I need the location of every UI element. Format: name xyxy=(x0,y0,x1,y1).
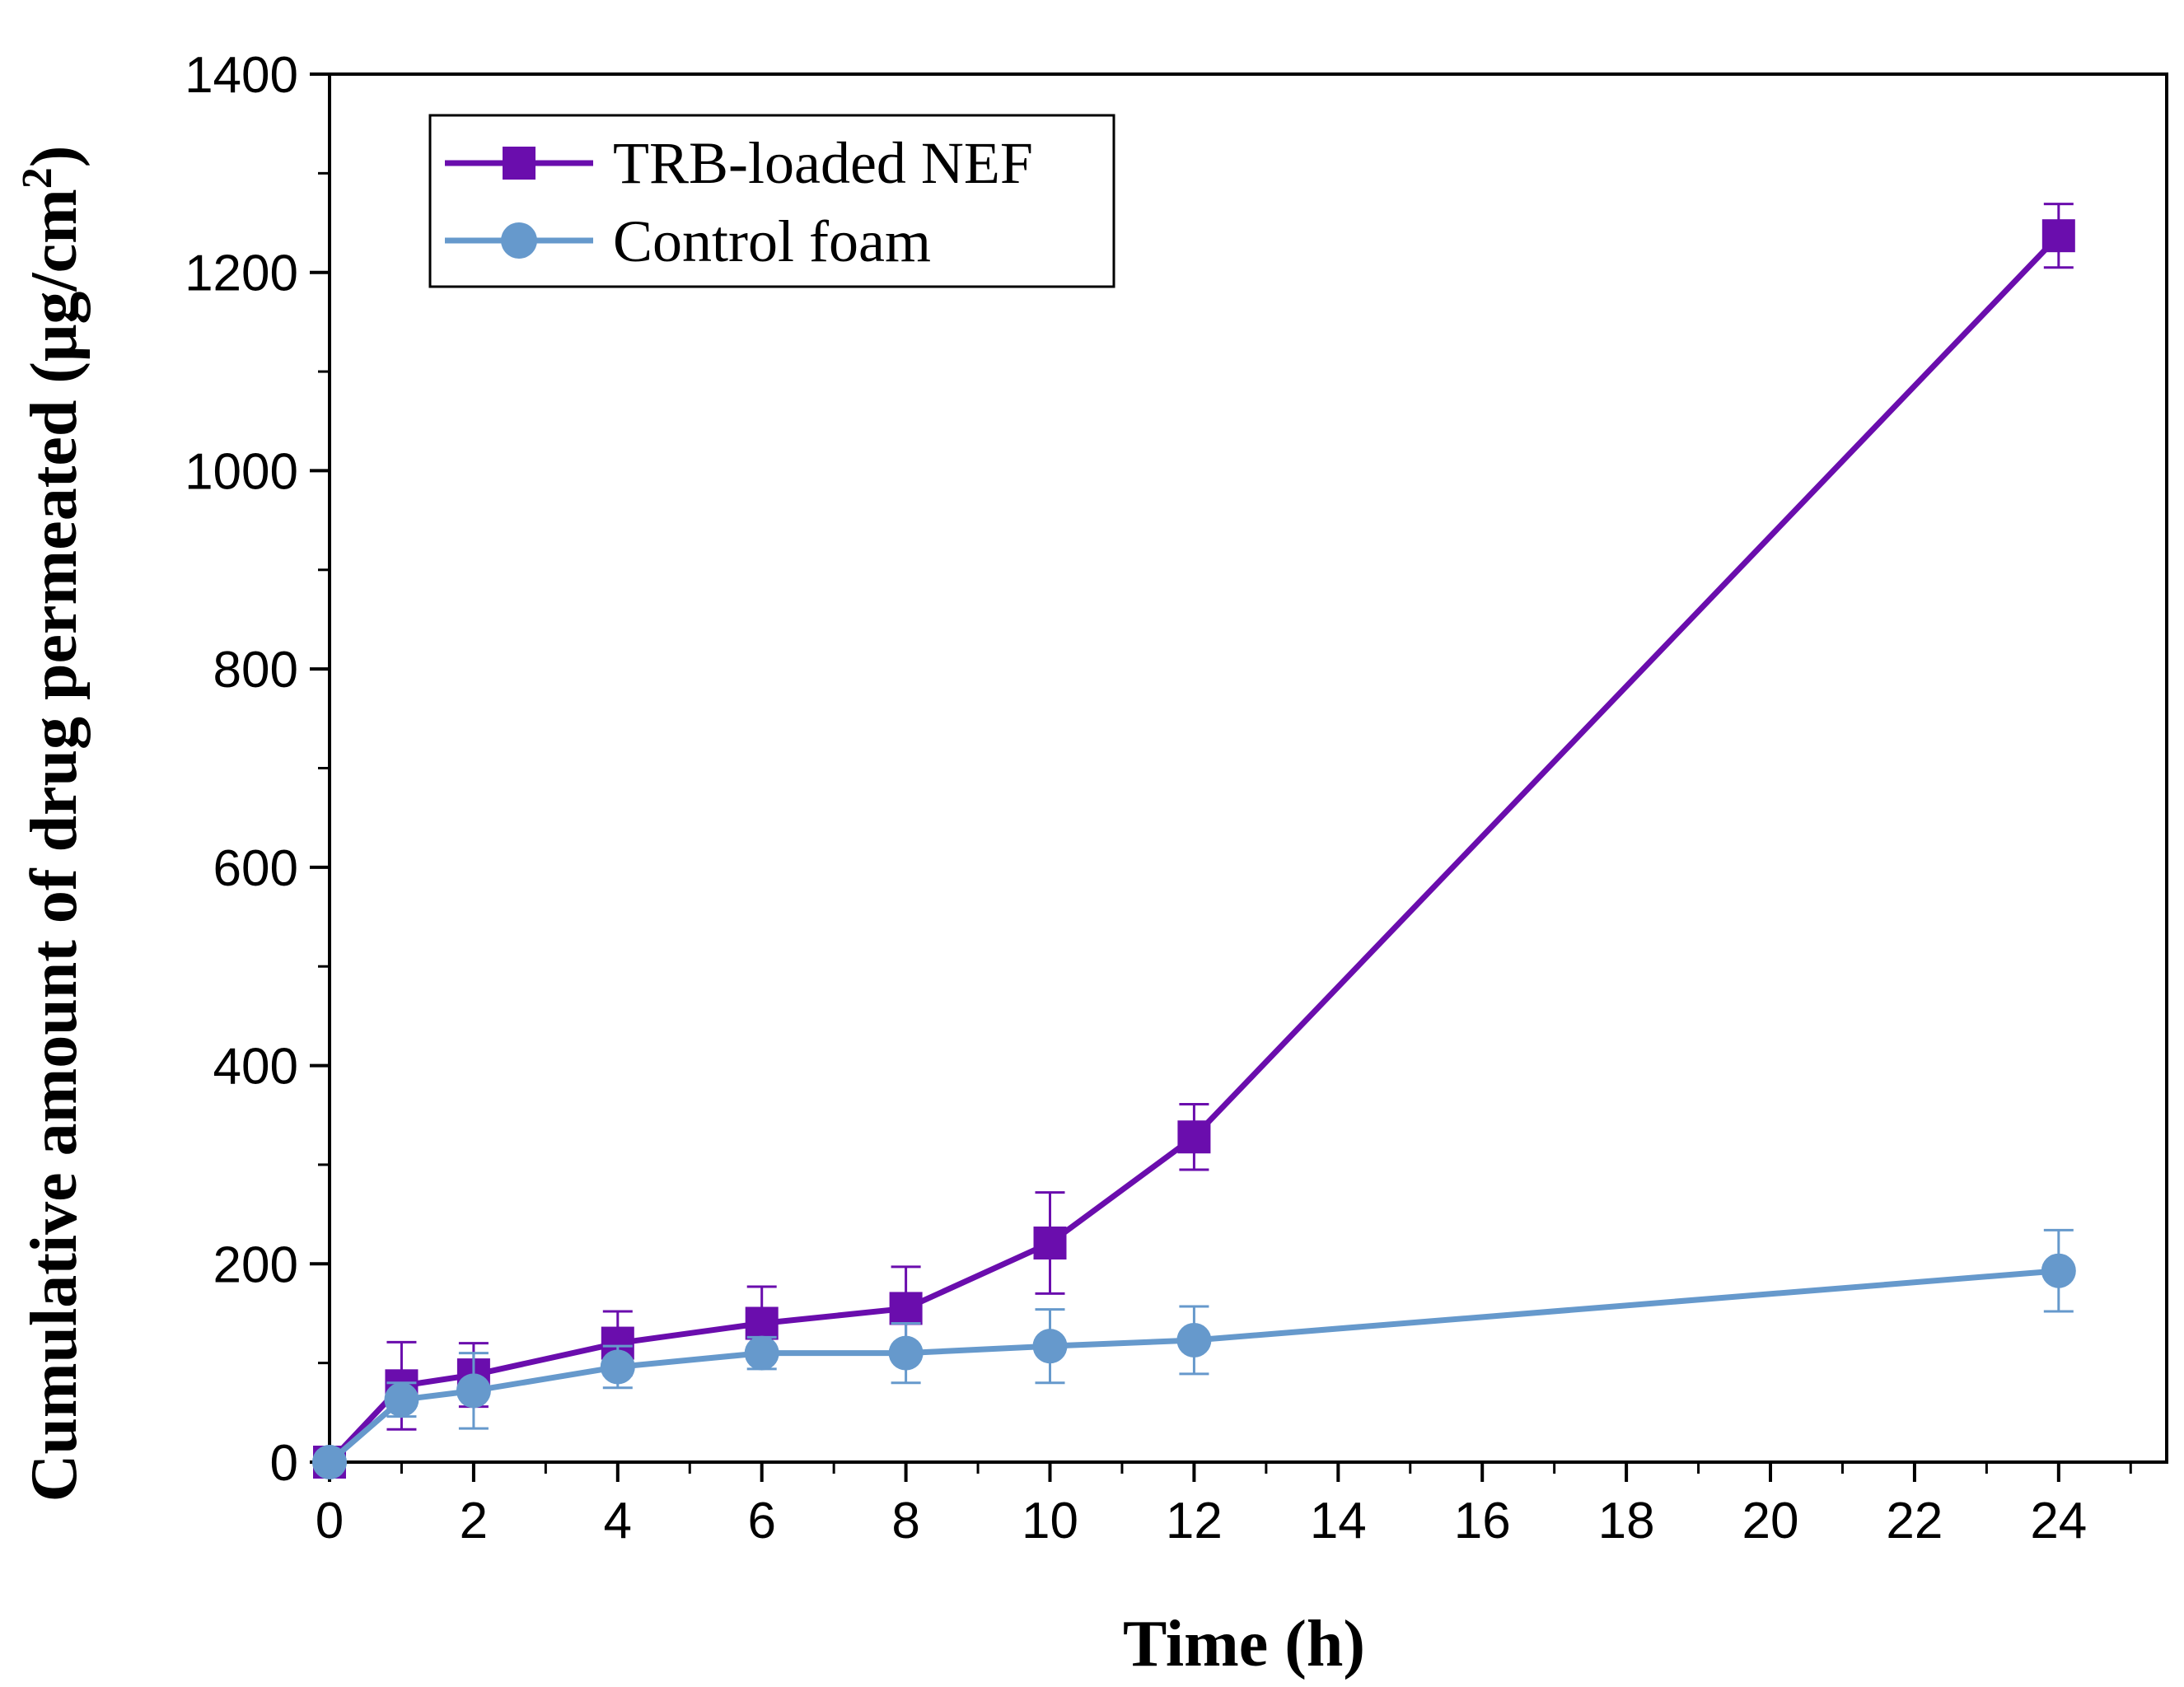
y-tick-label: 0 xyxy=(270,1435,298,1492)
series-layer xyxy=(312,203,2076,1479)
x-tick-label: 0 xyxy=(316,1493,344,1549)
data-point-trb xyxy=(2041,219,2075,253)
legend-label-control: Control foam xyxy=(613,208,931,274)
data-point-trb xyxy=(1033,1227,1067,1260)
legend-marker-trb xyxy=(503,147,535,180)
data-point-trb xyxy=(745,1306,779,1340)
y-axis-title-close: ) xyxy=(18,146,91,168)
y-axis-title: Cumulative amount of drug permeated (μg/… xyxy=(14,146,91,1502)
y-axis-title-sup: 2 xyxy=(14,167,61,189)
x-tick-label: 6 xyxy=(747,1493,775,1549)
y-tick-label: 1000 xyxy=(185,443,298,500)
legend-marker-control xyxy=(501,222,537,259)
y-tick-label: 200 xyxy=(213,1236,298,1293)
data-point-control xyxy=(888,1335,924,1371)
x-tick-label: 14 xyxy=(1310,1493,1367,1549)
x-axis-title: Time (h) xyxy=(1123,1608,1365,1680)
series-line-trb xyxy=(327,233,2061,1465)
series-trb xyxy=(313,203,2075,1479)
y-tick-label: 600 xyxy=(213,840,298,897)
data-point-trb xyxy=(1177,1120,1211,1154)
x-tick-label: 22 xyxy=(1886,1493,1943,1549)
y-tick-label: 1400 xyxy=(185,47,298,104)
axes-layer xyxy=(310,72,2168,1482)
x-tick-label: 12 xyxy=(1166,1493,1223,1549)
x-tick-label: 2 xyxy=(460,1493,488,1549)
legend: TRB-loaded NEF Control foam xyxy=(428,114,1115,288)
data-point-control xyxy=(744,1335,779,1371)
data-point-control xyxy=(384,1382,419,1418)
label-layer: 0 2 4 6 8 10 12 14 16 18 20 22 240200400600800100012… xyxy=(185,47,2087,1549)
x-tick-label: 20 xyxy=(1742,1493,1799,1549)
x-tick-label: 24 xyxy=(2030,1493,2087,1549)
data-point-control xyxy=(2041,1253,2076,1288)
data-point-control xyxy=(1032,1329,1068,1364)
legend-label-trb: TRB-loaded NEF xyxy=(613,130,1033,196)
legend-box xyxy=(428,114,1115,288)
data-point-control xyxy=(1176,1322,1212,1358)
x-tick-label: 18 xyxy=(1598,1493,1655,1549)
y-tick-label: 400 xyxy=(213,1039,298,1096)
data-point-control xyxy=(600,1349,635,1385)
y-tick-label: 800 xyxy=(213,642,298,699)
x-tick-label: 8 xyxy=(891,1493,919,1549)
data-point-trb xyxy=(889,1292,923,1325)
series-control xyxy=(312,1228,2076,1479)
x-tick-label: 16 xyxy=(1454,1493,1511,1549)
data-point-control xyxy=(312,1445,347,1479)
y-axis-title-main: Cumulative amount of drug permeated (μg/… xyxy=(18,189,91,1502)
x-tick-label: 10 xyxy=(1022,1493,1078,1549)
data-point-control xyxy=(456,1373,491,1409)
x-tick-label: 4 xyxy=(604,1493,632,1549)
y-tick-label: 1200 xyxy=(185,245,298,302)
